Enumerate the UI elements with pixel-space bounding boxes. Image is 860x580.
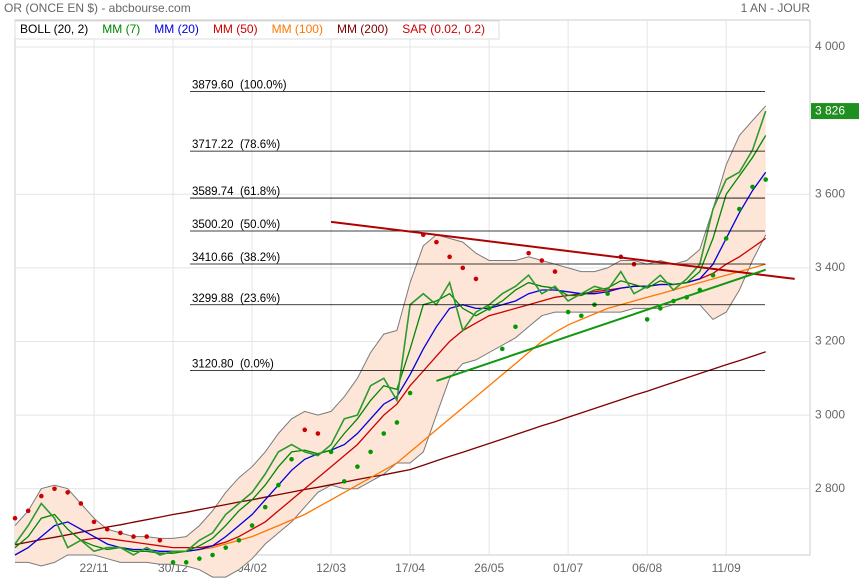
sar-dot xyxy=(91,519,97,525)
fib-label: 3589.74 (61.8%) xyxy=(192,186,280,198)
sar-dot xyxy=(328,449,334,455)
sar-dot xyxy=(447,254,452,260)
last-price-label: 3 826 xyxy=(815,103,845,117)
y-tick-label: 2 800 xyxy=(815,481,845,495)
fib-label: 3410.66 (38.2%) xyxy=(192,252,280,264)
sar-dot xyxy=(394,420,400,425)
bollinger-fill xyxy=(15,105,766,578)
sar-dot xyxy=(104,526,110,532)
x-tick-label: 01/07 xyxy=(553,561,583,575)
y-tick-label: 3 200 xyxy=(815,334,845,348)
legend-entry: BOLL (20, 2) xyxy=(20,22,88,36)
sar-dot xyxy=(289,456,294,462)
sar-dot xyxy=(473,276,479,282)
sar-dot xyxy=(407,390,413,396)
sar-dot xyxy=(118,530,123,536)
sar-dot xyxy=(513,324,518,330)
sar-dot xyxy=(605,291,610,296)
sar-dot xyxy=(552,269,558,274)
sar-dot xyxy=(144,534,149,539)
x-tick-label: 22/11 xyxy=(79,561,108,575)
bollinger-upper xyxy=(14,105,767,539)
sar-dot xyxy=(131,534,136,539)
sar-dot xyxy=(341,479,347,484)
y-tick-label: 3 400 xyxy=(815,260,845,274)
moving-average xyxy=(186,263,766,552)
legend-entry: MM (200) xyxy=(337,22,388,36)
fib-label: 3299.88 (23.6%) xyxy=(192,293,280,305)
legend-box xyxy=(14,20,500,40)
fib-label: 3717.22 (78.6%) xyxy=(192,139,280,151)
sar-dot xyxy=(579,313,584,319)
sar-dot xyxy=(302,427,308,433)
x-tick-label: 26/05 xyxy=(474,561,504,575)
y-tick-label: 3 600 xyxy=(815,186,845,200)
sar-dot xyxy=(539,258,545,263)
sar-dot xyxy=(170,560,176,565)
fib-label: 3500.20 (50.0%) xyxy=(192,219,280,231)
sar-dot xyxy=(381,431,387,436)
sar-dot xyxy=(197,556,202,561)
sar-dot xyxy=(78,501,84,506)
x-tick-label: 11/09 xyxy=(712,561,741,575)
bollinger-lower xyxy=(15,234,767,578)
sar-dot xyxy=(210,552,215,558)
sar-dot xyxy=(183,560,189,565)
trend-line xyxy=(436,268,767,382)
sar-dot xyxy=(236,537,242,543)
sar-dot xyxy=(355,464,360,469)
y-tick-label: 4 000 xyxy=(815,39,845,53)
sar-dot xyxy=(368,449,373,455)
sar-dot xyxy=(39,493,44,499)
sar-dot xyxy=(12,515,18,521)
sar-dot xyxy=(565,309,571,315)
sar-dot xyxy=(460,265,466,271)
sar-dot xyxy=(526,250,531,256)
period: 1 AN - JOUR xyxy=(741,1,811,15)
legend-entry: MM (100) xyxy=(272,22,323,36)
last-price-tag xyxy=(811,103,859,120)
sar-dot xyxy=(65,490,70,495)
sar-dot xyxy=(486,306,492,311)
sar-dot xyxy=(644,317,650,322)
sar-dot xyxy=(763,177,768,182)
x-tick-label: 17/04 xyxy=(395,561,425,575)
sar-dot xyxy=(25,508,31,514)
x-tick-label: 12/03 xyxy=(316,561,346,575)
trend-line xyxy=(330,220,795,280)
sar-dot xyxy=(658,306,663,311)
legend-entry: MM (20) xyxy=(154,22,199,36)
fib-label: 3120.80 (0.0%) xyxy=(192,359,274,371)
legend-entry: MM (7) xyxy=(102,22,140,36)
sar-dot xyxy=(276,482,281,488)
sar-dot xyxy=(315,431,321,436)
legend-entry: MM (50) xyxy=(213,22,258,36)
sar-dot xyxy=(750,184,755,190)
sar-dot xyxy=(710,272,716,278)
sar-dot xyxy=(723,236,729,241)
sar-dot xyxy=(434,239,439,245)
legend-entry: SAR (0.02, 0.2) xyxy=(402,22,485,36)
price-line xyxy=(14,110,767,556)
moving-average xyxy=(14,351,766,546)
sar-dot xyxy=(223,545,229,550)
y-tick-label: 3 000 xyxy=(815,407,845,421)
plot-frame xyxy=(14,19,811,556)
sar-dot xyxy=(499,346,505,352)
sar-dot xyxy=(737,206,742,212)
sar-dot xyxy=(157,537,163,543)
x-tick-label: 06/08 xyxy=(632,561,662,575)
sar-dot xyxy=(249,523,255,528)
chart-title: OR (ONCE EN $) - abcbourse.com xyxy=(4,1,191,15)
sar-dot xyxy=(262,504,268,510)
sar-dot xyxy=(52,486,57,492)
fib-label: 3879.60 (100.0%) xyxy=(192,79,287,91)
